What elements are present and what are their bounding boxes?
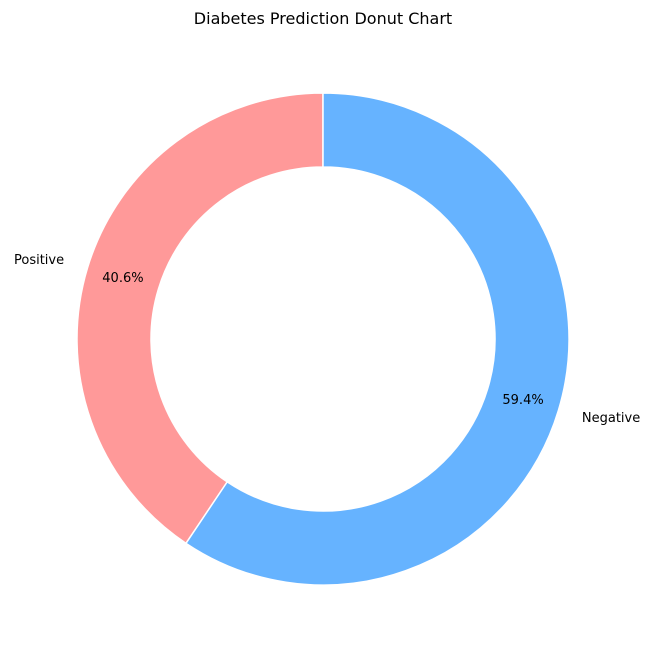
- slice-percent-positive: 40.6%: [102, 271, 143, 286]
- slice-label-positive: Positive: [14, 253, 64, 268]
- donut-slice-positive: [76, 92, 324, 545]
- donut-labels: Positive 40.6% Negative 59.4%: [14, 253, 640, 426]
- donut-slices: [76, 92, 570, 586]
- slice-label-negative: Negative: [582, 411, 640, 426]
- slice-percent-negative: 59.4%: [502, 393, 543, 408]
- chart-title: Diabetes Prediction Donut Chart: [194, 9, 452, 28]
- donut-slice-negative: [184, 92, 570, 586]
